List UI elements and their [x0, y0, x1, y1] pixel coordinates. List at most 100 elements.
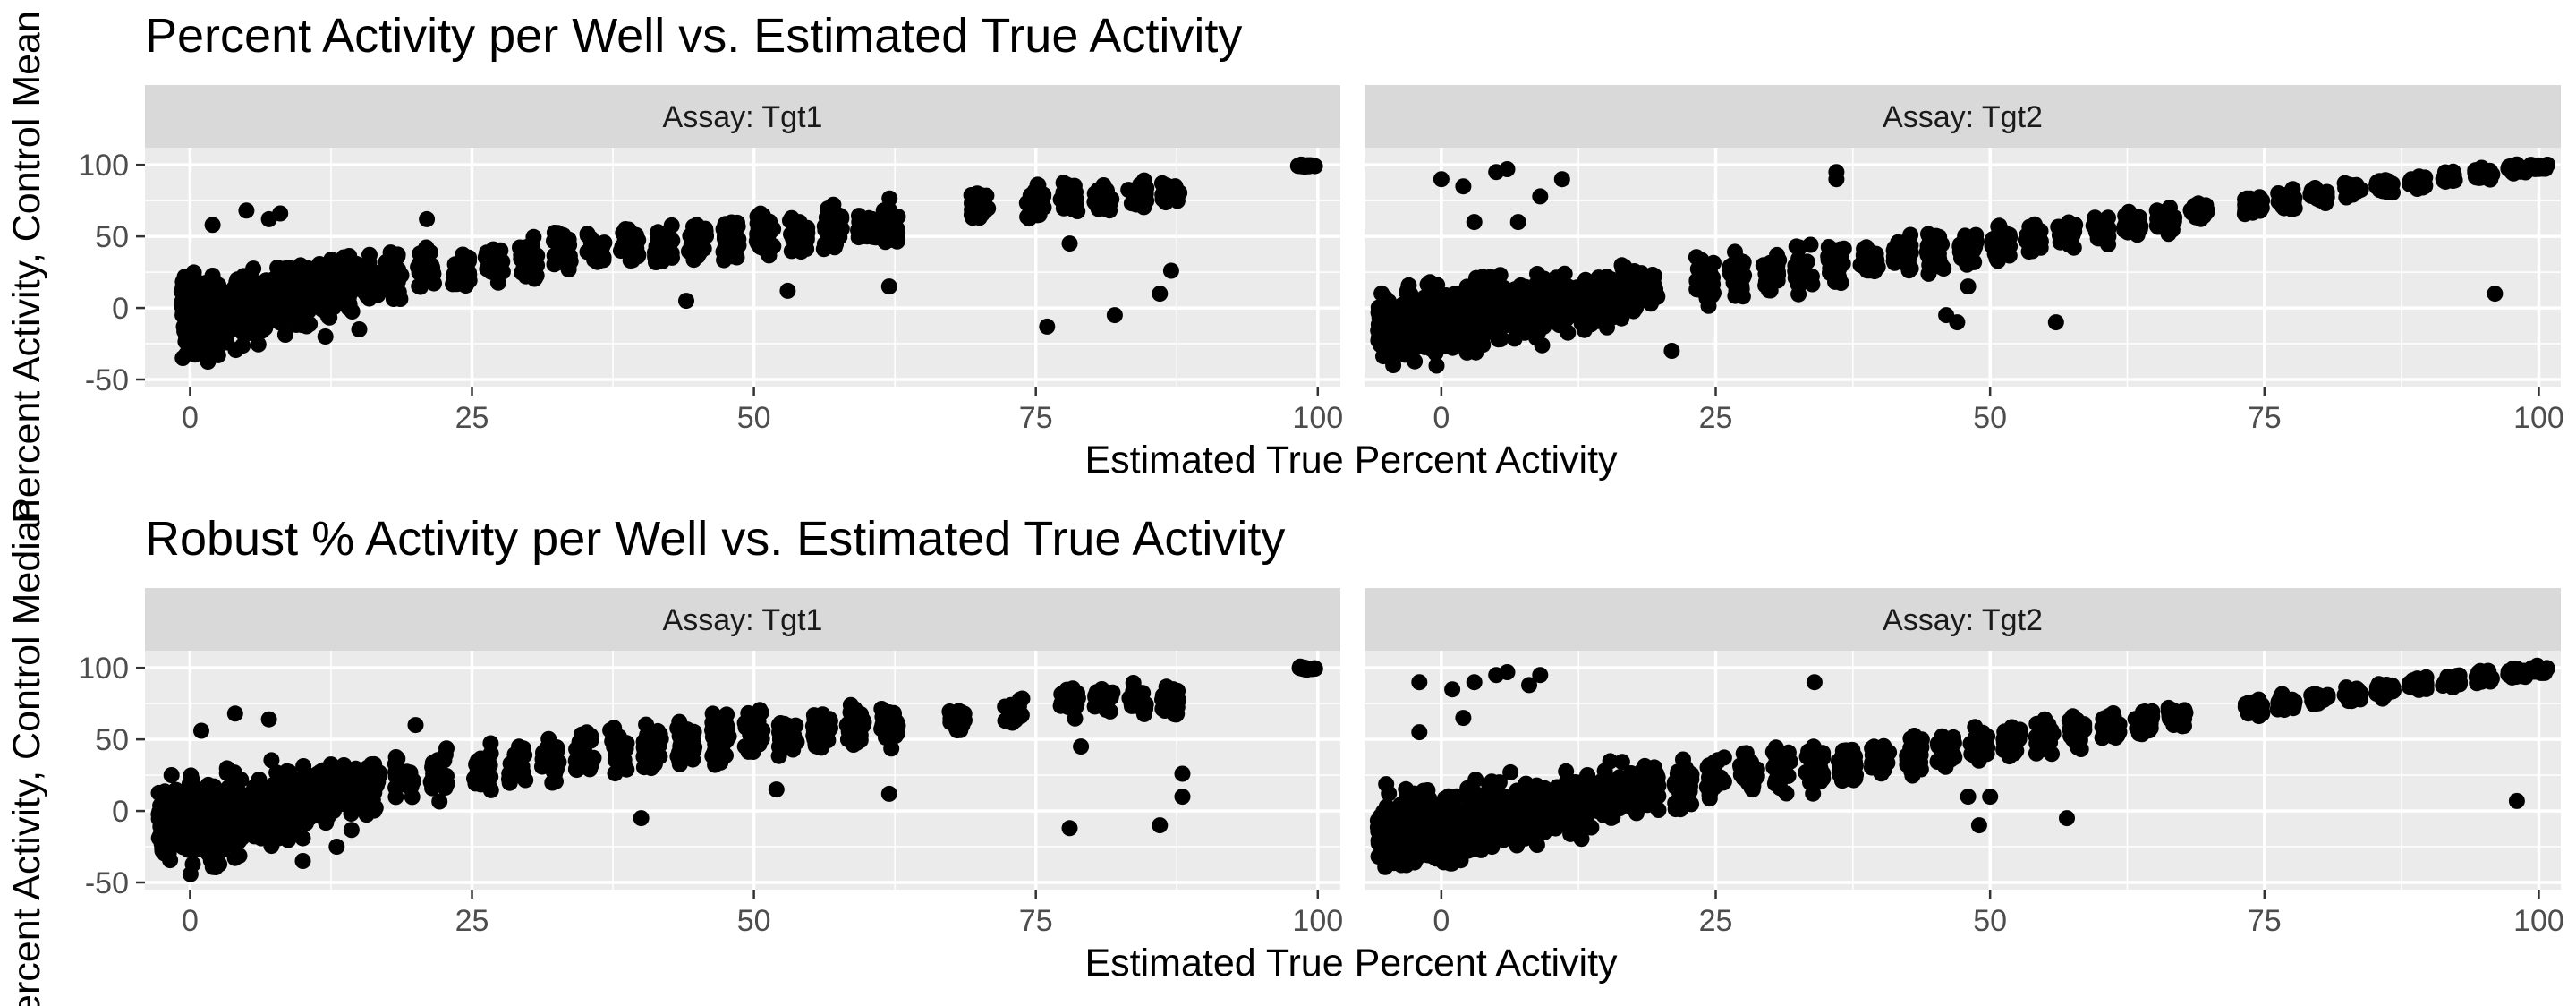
data-point	[768, 781, 785, 798]
data-point	[180, 326, 196, 343]
data-point	[1393, 327, 1410, 344]
data-point	[336, 249, 353, 266]
data-point	[1061, 235, 1078, 252]
data-point	[745, 727, 762, 744]
data-point	[1152, 286, 1169, 303]
data-point	[1902, 730, 1919, 747]
x-tick-label: 0	[182, 401, 199, 435]
data-point	[749, 208, 766, 225]
data-point	[1428, 357, 1445, 374]
data-point	[431, 793, 448, 810]
data-point	[1483, 824, 1500, 841]
data-point	[1106, 307, 1123, 324]
data-point	[1788, 238, 1805, 255]
data-point	[857, 215, 874, 232]
data-point	[793, 243, 810, 260]
data-point	[618, 761, 635, 778]
facet-strip	[1365, 588, 2561, 651]
data-point	[1174, 765, 1191, 782]
data-point	[690, 227, 707, 244]
data-point	[883, 740, 900, 757]
y-tick-label: 50	[95, 723, 129, 757]
data-point	[1152, 817, 1169, 834]
data-point	[1900, 262, 1917, 279]
data-point	[1100, 188, 1117, 205]
data-point	[1835, 240, 1852, 257]
data-point	[1174, 789, 1191, 806]
data-point	[1054, 695, 1071, 712]
data-point	[1647, 765, 1664, 782]
x-tick-label: 50	[737, 401, 771, 435]
data-point	[1634, 763, 1651, 780]
data-point	[2437, 173, 2454, 190]
data-point	[269, 260, 286, 276]
x-tick-label: 0	[182, 904, 199, 938]
data-point	[1727, 243, 1743, 260]
data-point	[1889, 243, 1906, 260]
data-point	[250, 336, 267, 353]
data-point	[1407, 353, 1424, 370]
x-tick-label: 50	[1973, 904, 2007, 938]
data-point	[319, 789, 336, 806]
data-point	[678, 293, 694, 310]
data-point	[722, 240, 739, 257]
data-point	[2377, 172, 2393, 189]
data-point	[355, 797, 371, 814]
data-point	[218, 764, 235, 781]
data-point	[234, 337, 251, 354]
data-point	[336, 288, 353, 305]
data-point	[1688, 249, 1705, 266]
x-tick-label: 25	[1699, 401, 1733, 435]
data-point	[157, 820, 174, 837]
data-point	[1572, 297, 1589, 314]
data-point	[1639, 282, 1656, 299]
data-point	[204, 217, 221, 234]
data-point	[770, 747, 787, 764]
data-point	[777, 721, 794, 738]
data-point	[229, 287, 246, 304]
data-point	[1759, 272, 1776, 289]
data-point	[2472, 163, 2489, 180]
data-point	[880, 785, 897, 802]
points-layer	[1370, 156, 2556, 374]
facet-strip	[1365, 85, 2561, 148]
data-point	[276, 327, 293, 343]
data-point	[1744, 781, 1761, 798]
data-point	[245, 260, 262, 277]
data-point	[1162, 262, 1179, 279]
data-point	[718, 706, 735, 723]
data-point	[1499, 161, 1516, 177]
data-point	[1570, 776, 1587, 793]
x-tick-label: 75	[2248, 401, 2282, 435]
data-point	[252, 800, 269, 817]
data-point	[182, 865, 199, 882]
x-tick-label: 75	[1019, 401, 1053, 435]
data-point	[1398, 780, 1415, 797]
data-point	[582, 757, 599, 774]
data-point	[1055, 184, 1072, 201]
data-point	[1613, 754, 1630, 771]
data-point	[263, 838, 280, 855]
data-point	[1821, 252, 1838, 269]
data-point	[1766, 757, 1783, 774]
data-point	[389, 246, 406, 263]
y-tick-label: 100	[78, 149, 129, 183]
data-point	[948, 720, 965, 737]
data-point	[427, 765, 444, 782]
data-point	[1502, 810, 1518, 827]
data-point	[220, 309, 236, 326]
data-point	[1613, 286, 1630, 303]
data-point	[2096, 222, 2113, 239]
data-point	[648, 740, 665, 757]
data-point	[1553, 798, 1570, 815]
data-point	[1029, 188, 1046, 205]
facet-strip-label: Assay: Tgt1	[663, 100, 823, 134]
data-point	[1039, 318, 1056, 335]
data-point	[879, 200, 896, 217]
data-point	[705, 727, 722, 743]
data-point	[328, 839, 345, 855]
data-point	[1703, 267, 1720, 284]
